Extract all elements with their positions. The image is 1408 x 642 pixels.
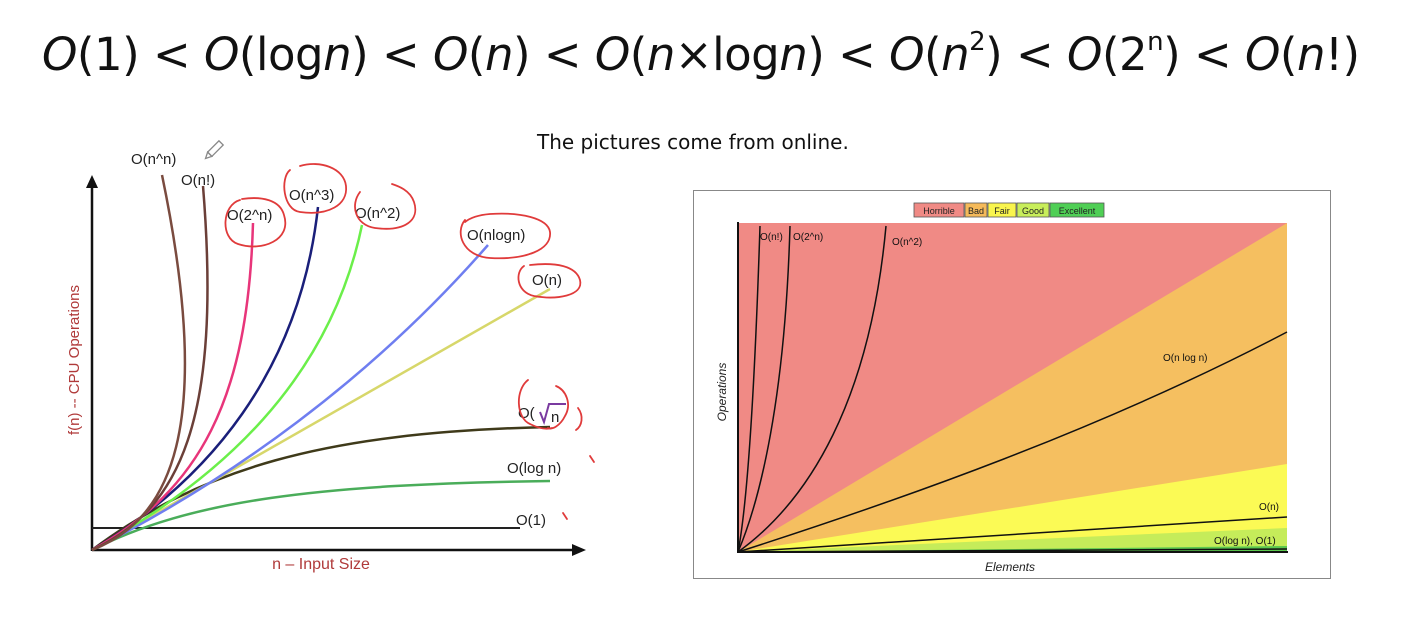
legend-bad: Bad [968,206,984,216]
label-ologn: O(log n) [507,460,561,477]
right-y-axis-title: Operations [715,363,729,422]
right-chart-frame [693,190,1331,579]
left-y-axis-title: f(n) -- CPU Operations [66,285,83,435]
rcurve-nlogn [737,331,1288,553]
legend-fair-swatch [987,202,1017,218]
legend-bad-swatch [964,202,988,218]
rlabel-n2: O(n^2) [892,237,922,248]
curve-ologn [91,479,551,552]
source-caption: The pictures come from online. [537,130,849,154]
legend-horrible-swatch [913,202,965,218]
left-y-axis-arrow [86,175,98,188]
region-good [738,528,1287,552]
curve-onlogn [91,244,489,552]
legend-good-swatch [1016,202,1050,218]
complexity-order-title: O(1) < O(logn) < O(n) < O(n×logn) < O(n2… [42,27,1360,81]
left-x-axis-arrow [572,544,586,556]
rlabel-2n: O(2^n) [793,232,823,243]
rlabel-n: O(n) [1259,502,1279,513]
rlabel-nfact: O(n!) [760,232,783,243]
rlabel-log1: O(log n), O(1) [1214,536,1276,547]
annotation-marks [224,163,595,520]
region-bad [738,223,1287,552]
label-on3: O(n^3) [289,187,334,204]
curve-onn [91,174,187,552]
legend-good: Good [1022,206,1044,216]
rcurve-nfact [737,225,761,553]
rcurve-n [737,516,1288,553]
rlabel-nlogn: O(n log n) [1163,353,1207,364]
label-on2: O(n^2) [355,205,400,222]
pencil-icon [204,139,225,160]
label-o1: O(1) [516,512,546,529]
rcurve-n2 [737,225,887,553]
curve-on [91,287,551,552]
label-onn: O(n^n) [131,151,176,168]
label-onlogn: O(nlogn) [467,227,525,244]
label-o2n: O(2^n) [227,207,272,224]
curve-on2 [91,224,364,552]
label-osqrtn-n: n [551,409,559,426]
legend-fair: Fair [994,206,1010,216]
legend: Horrible Bad Fair Good Excellent [913,202,1105,218]
region-fair [738,464,1287,552]
label-onfact: O(n!) [181,172,215,189]
sqrt-symbol [539,403,566,426]
label-on: O(n) [532,272,562,289]
legend-excellent: Excellent [1059,206,1096,216]
legend-horrible: Horrible [923,206,955,216]
right-x-axis-title: Elements [985,560,1035,574]
legend-excellent-swatch [1049,202,1105,218]
left-x-axis-title: n – Input Size [272,556,370,573]
rcurve-2n [737,225,791,553]
